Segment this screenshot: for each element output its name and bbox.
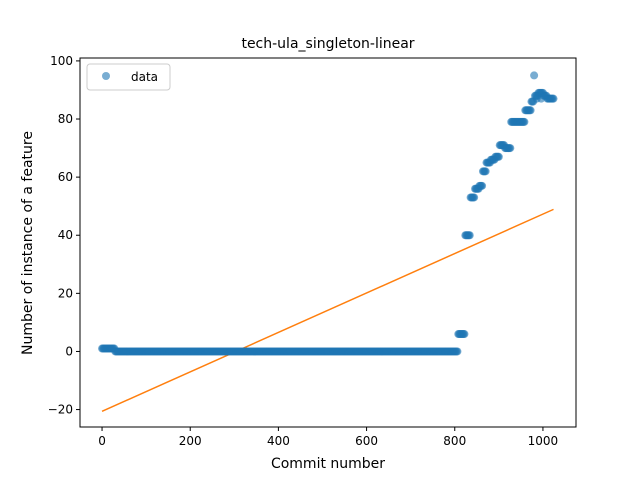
y-tick-label: 0 xyxy=(65,344,73,358)
data-point xyxy=(537,94,546,103)
x-tick-label: 0 xyxy=(98,434,106,448)
x-tick-label: 200 xyxy=(179,434,202,448)
x-tick-label: 600 xyxy=(355,434,378,448)
data-point xyxy=(530,71,539,80)
x-tick-label: 1000 xyxy=(528,434,559,448)
y-tick-label: 100 xyxy=(50,54,73,68)
legend-marker-data xyxy=(102,72,110,80)
y-axis-label: Number of instance of a feature xyxy=(20,131,36,355)
fit-line-layer xyxy=(101,208,554,412)
data-point xyxy=(481,167,490,176)
legend-box xyxy=(86,63,171,91)
y-tick-label: −20 xyxy=(48,403,73,417)
data-points-layer xyxy=(98,71,558,356)
chart-title: tech-ula_singleton-linear xyxy=(241,36,414,52)
x-tick-label: 800 xyxy=(443,434,466,448)
data-point xyxy=(520,117,529,126)
y-tick-label: 60 xyxy=(58,170,73,184)
data-point xyxy=(470,193,479,202)
legend: data xyxy=(86,63,171,91)
linear-fit-line xyxy=(101,208,554,412)
x-axis-label: Commit number xyxy=(271,456,385,472)
y-tick-label: 20 xyxy=(58,286,73,300)
data-point xyxy=(549,94,558,103)
axes-frame xyxy=(79,57,577,428)
y-tick-label: 40 xyxy=(58,228,73,242)
y-axis-ticks: −20 0 20 40 60 80 100 xyxy=(48,54,80,417)
data-point xyxy=(460,330,469,339)
data-point xyxy=(478,181,487,190)
data-point xyxy=(453,347,462,356)
legend-label-data: data xyxy=(131,70,158,84)
data-point xyxy=(494,152,503,161)
x-tick-label: 400 xyxy=(267,434,290,448)
x-axis-ticks: 0 200 400 600 800 1000 xyxy=(98,427,558,448)
data-point xyxy=(506,144,515,153)
y-tick-label: 80 xyxy=(58,112,73,126)
data-point xyxy=(526,106,535,115)
data-point xyxy=(465,231,474,240)
